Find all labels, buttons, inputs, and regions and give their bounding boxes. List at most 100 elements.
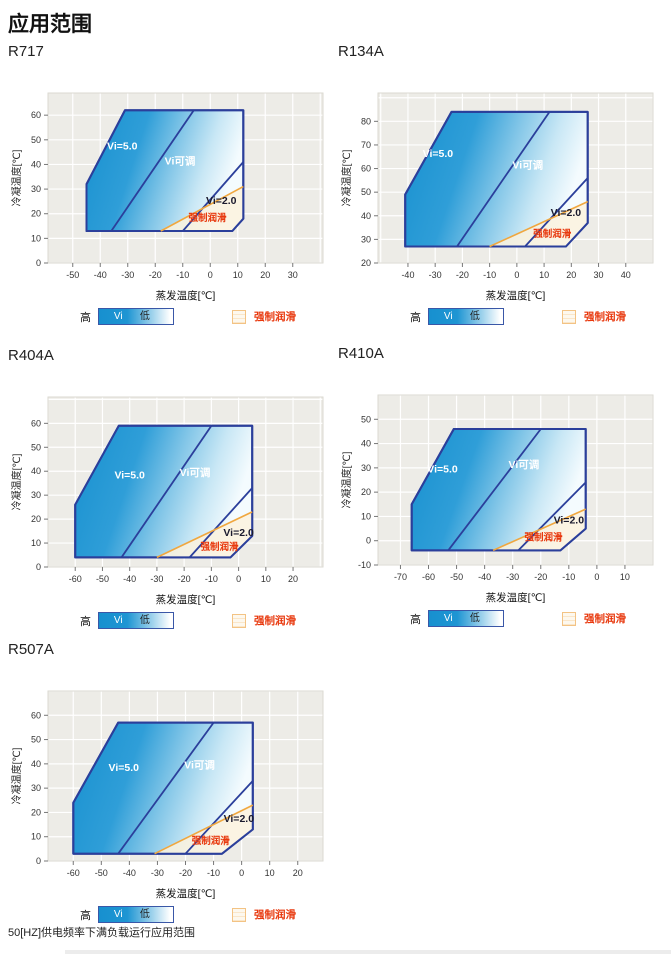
plot-border <box>377 394 654 566</box>
chart-canvas-r404a: -60 -50 -40 -30 -20 -10 0 10 20 0 10 20 30 40 50 60 Vi=5… <box>8 390 338 592</box>
x-axis-title: 蒸发温度[℃] <box>485 592 546 604</box>
legend-high-label: 高 <box>80 615 91 628</box>
svg-text:30: 30 <box>288 270 298 280</box>
svg-text:-20: -20 <box>149 270 162 280</box>
svg-text:50: 50 <box>361 414 371 424</box>
svg-text:40: 40 <box>31 159 41 169</box>
chart-title-r507a: R507A <box>8 641 54 658</box>
region-label-vi2: Vi=2.0 <box>551 207 582 219</box>
legend-forced-lubrication-swatch <box>232 907 246 922</box>
svg-text:10: 10 <box>31 233 41 243</box>
svg-text:-70: -70 <box>394 572 407 582</box>
svg-text:0: 0 <box>208 270 213 280</box>
chart-legend: 高 Vi 低 强制润滑 <box>8 612 340 629</box>
legend-high-label: 高 <box>410 613 421 626</box>
footnote: 50[HZ]供电频率下满负载运行应用范围 <box>8 927 196 939</box>
svg-text:0: 0 <box>366 536 371 546</box>
tick-marks <box>374 418 626 569</box>
svg-text:-40: -40 <box>123 574 136 584</box>
svg-text:20: 20 <box>31 209 41 219</box>
chart-block-r717: R717 -50 -40 -30 -20 -10 0 10 20 30 0 10 20 30 40 50 60… <box>8 42 340 325</box>
tick-labels: -40 -30 -20 -10 0 10 20 30 40 20 30 40 50 60 70 80 <box>361 116 631 280</box>
chart-canvas-r507a: -60 -50 -40 -30 -20 -10 0 10 20 0 10 20 30 40 50 60 Vi=5… <box>8 684 338 886</box>
chart-plot-svg: -70 -60 -50 -40 -30 -20 -10 0 10 -10 0 10 20 30 40 50 Vi… <box>340 394 654 582</box>
svg-text:-60: -60 <box>422 572 435 582</box>
legend-vi-gradient-bar: Vi 低 <box>98 612 174 629</box>
svg-text:60: 60 <box>31 110 41 120</box>
svg-text:0: 0 <box>36 258 41 268</box>
svg-text:0: 0 <box>514 270 519 280</box>
svg-text:-40: -40 <box>123 868 136 878</box>
svg-text:-50: -50 <box>96 574 109 584</box>
chart-legend: 高 Vi 低 强制润滑 <box>8 308 340 325</box>
svg-text:20: 20 <box>293 868 303 878</box>
chart-block-r134a: R134A -40 -30 -20 -10 0 10 20 30 40 20 30 40 50 60 70 8… <box>338 42 670 325</box>
chart-block-r507a: R507A -60 -50 -40 -30 -20 -10 0 10 20 0 10 20 30 40 50… <box>8 640 340 923</box>
operating-envelope-outline <box>72 721 254 855</box>
svg-text:-10: -10 <box>176 270 189 280</box>
region-label-vi5: Vi=5.0 <box>423 148 454 160</box>
chart-title-r410a: R410A <box>338 345 384 362</box>
svg-text:10: 10 <box>539 270 549 280</box>
tick-labels: -60 -50 -40 -30 -20 -10 0 10 20 0 10 20 30 40 50 60 <box>31 710 303 878</box>
svg-text:30: 30 <box>594 270 604 280</box>
chart-title-r404a: R404A <box>8 347 54 364</box>
vi5-boundary-line <box>117 722 215 855</box>
vi5-boundary-line <box>447 428 542 551</box>
svg-text:20: 20 <box>566 270 576 280</box>
vi2-boundary-line <box>182 161 244 232</box>
region-label-vi5: Vi=5.0 <box>427 464 458 476</box>
region-label-vi5: Vi=5.0 <box>109 762 140 774</box>
region-label-forced: 强制润滑 <box>201 541 240 553</box>
vi5-boundary-line <box>120 425 213 558</box>
legend-low-label: 低 <box>469 613 480 624</box>
legend-high-label: 高 <box>80 311 91 324</box>
chart-canvas-r410a: -70 -60 -50 -40 -30 -20 -10 0 10 -10 0 10 20 30 40 50 Vi… <box>338 388 668 590</box>
svg-text:20: 20 <box>361 487 371 497</box>
svg-text:-40: -40 <box>94 270 107 280</box>
svg-text:-50: -50 <box>450 572 463 582</box>
region-label-forced: 强制润滑 <box>525 532 564 544</box>
plot-border <box>47 396 324 568</box>
svg-text:20: 20 <box>31 807 41 817</box>
legend-vi-gradient-bar: Vi 低 <box>428 308 504 325</box>
forced-lubrication-line <box>160 185 244 232</box>
svg-text:10: 10 <box>233 270 243 280</box>
chart-legend: 高 Vi 低 强制润滑 <box>8 906 340 923</box>
y-axis-title: 冷凝温度[℃] <box>340 149 353 206</box>
svg-text:50: 50 <box>361 187 371 197</box>
operating-envelope-outline <box>410 428 587 552</box>
svg-text:-10: -10 <box>205 574 218 584</box>
svg-text:40: 40 <box>361 439 371 449</box>
tick-marks <box>44 114 294 267</box>
svg-text:10: 10 <box>31 832 41 842</box>
chart-title-r134a: R134A <box>338 43 384 60</box>
svg-text:-40: -40 <box>401 270 414 280</box>
svg-text:40: 40 <box>621 270 631 280</box>
tick-marks <box>374 120 627 267</box>
legend-vi-label: Vi <box>113 909 123 920</box>
legend-low-label: 低 <box>469 311 480 322</box>
svg-text:-20: -20 <box>534 572 547 582</box>
tick-labels: -70 -60 -50 -40 -30 -20 -10 0 10 -10 0 10 20 30 40 50 <box>358 414 630 582</box>
svg-text:-30: -30 <box>429 270 442 280</box>
svg-text:-30: -30 <box>121 270 134 280</box>
legend-vi-label: Vi <box>113 311 123 322</box>
chart-legend: 高 Vi 低 强制润滑 <box>338 610 670 627</box>
region-label-vi_adj: Vi可调 <box>509 458 540 471</box>
svg-text:50: 50 <box>31 135 41 145</box>
forced-lubrication-line <box>156 511 253 559</box>
svg-text:-30: -30 <box>150 574 163 584</box>
svg-text:30: 30 <box>31 490 41 500</box>
svg-text:-20: -20 <box>456 270 469 280</box>
legend-forced-lubrication-label: 强制润滑 <box>584 311 626 323</box>
chart-block-r410a: R410A -70 -60 -50 -40 -30 -20 -10 0 10 -10 0 10 20 30… <box>338 344 670 627</box>
x-axis-title: 蒸发温度[℃] <box>155 290 216 302</box>
legend-forced-lubrication-swatch <box>232 309 246 324</box>
svg-text:40: 40 <box>361 211 371 221</box>
vi5-boundary-line <box>110 109 195 232</box>
svg-text:10: 10 <box>361 511 371 521</box>
region-label-vi2: Vi=2.0 <box>223 527 254 539</box>
svg-text:30: 30 <box>31 184 41 194</box>
svg-text:10: 10 <box>620 572 630 582</box>
